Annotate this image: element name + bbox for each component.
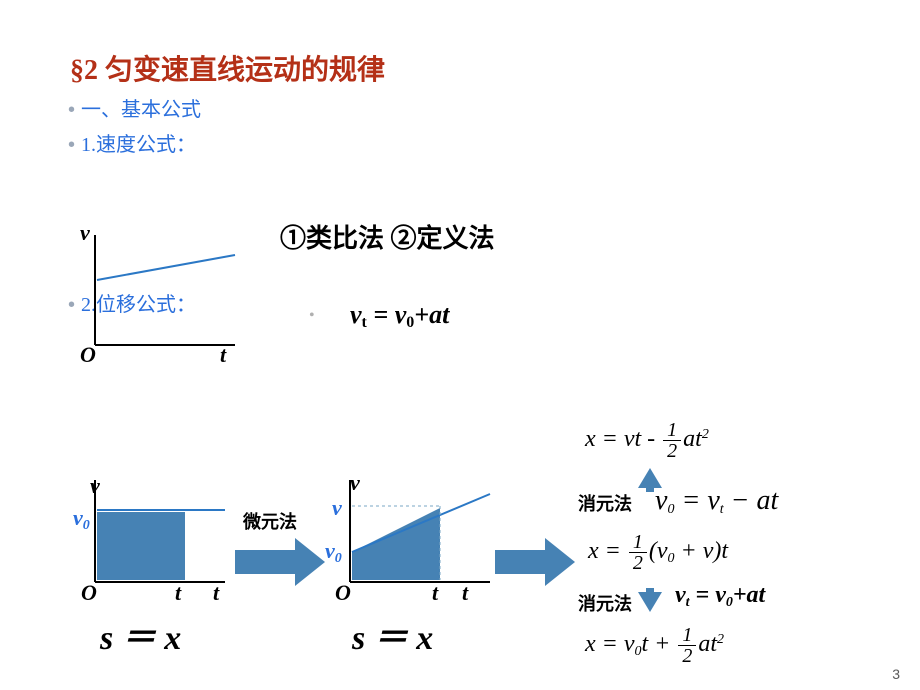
bullet-1: • 一、基本公式 <box>68 93 201 122</box>
graph2-v: v <box>90 473 100 499</box>
formula-3: x = 12(v0 + v)t <box>588 532 728 573</box>
bullet-2: • 1.速度公式： <box>68 128 196 157</box>
graph1-v: v <box>80 220 90 246</box>
bullet-dot: • <box>68 294 75 316</box>
graph3-v0: v0 <box>325 538 342 564</box>
bullet-2-text: 1.速度公式： <box>81 134 196 156</box>
eq: = <box>367 300 395 329</box>
methods-text: ①类比法 ②定义法 <box>280 218 495 255</box>
graph1-t: t <box>220 342 226 368</box>
graph2-v0: v0 <box>73 505 90 531</box>
formula-2: v0 = vt − at <box>655 485 778 517</box>
v: v <box>350 300 362 329</box>
graph2-O: O <box>81 580 97 606</box>
arrow-1 <box>235 538 325 586</box>
formula-5: x = v0t + 12at2 <box>585 625 724 666</box>
arrow-down-1 <box>638 588 662 612</box>
formula-4: vt = v0+at <box>675 582 765 609</box>
graph3-v: v <box>350 470 360 496</box>
bullet-dot: • <box>68 134 75 156</box>
graph3-O: O <box>335 580 351 606</box>
sx-eq-2: s ＝ x <box>352 610 433 659</box>
label-weiyuan: 微元法 <box>243 508 297 534</box>
graph3-t1: t <box>432 580 438 606</box>
v0: v <box>395 300 407 329</box>
graph2-t1: t <box>175 580 181 606</box>
graph1-O: O <box>80 342 96 368</box>
velocity-equation: vt = v0+at <box>350 300 449 330</box>
graph-3 <box>340 480 500 610</box>
sub-0: 0 <box>406 314 414 331</box>
bullet-dot: • <box>68 99 75 121</box>
page-number: 3 <box>892 666 900 682</box>
sub-t: t <box>362 314 367 331</box>
page-title: §2 匀变速直线运动的规律 <box>70 48 385 88</box>
graph3-vtop: v <box>332 495 342 521</box>
bullet-1-text: 一、基本公式 <box>81 99 201 121</box>
sx-eq-1: s ＝ x <box>100 610 181 659</box>
label-xiaoyuan-2: 消元法 <box>578 590 632 616</box>
arrow-2 <box>495 538 575 586</box>
graph2-t2: t <box>213 580 219 606</box>
at: at <box>429 300 449 329</box>
formula-1: x = vt - 12at2 <box>585 420 709 461</box>
center-dot: • <box>309 307 315 325</box>
plus: + <box>414 300 429 329</box>
graph3-t2: t <box>462 580 468 606</box>
label-xiaoyuan-1: 消元法 <box>578 490 632 516</box>
